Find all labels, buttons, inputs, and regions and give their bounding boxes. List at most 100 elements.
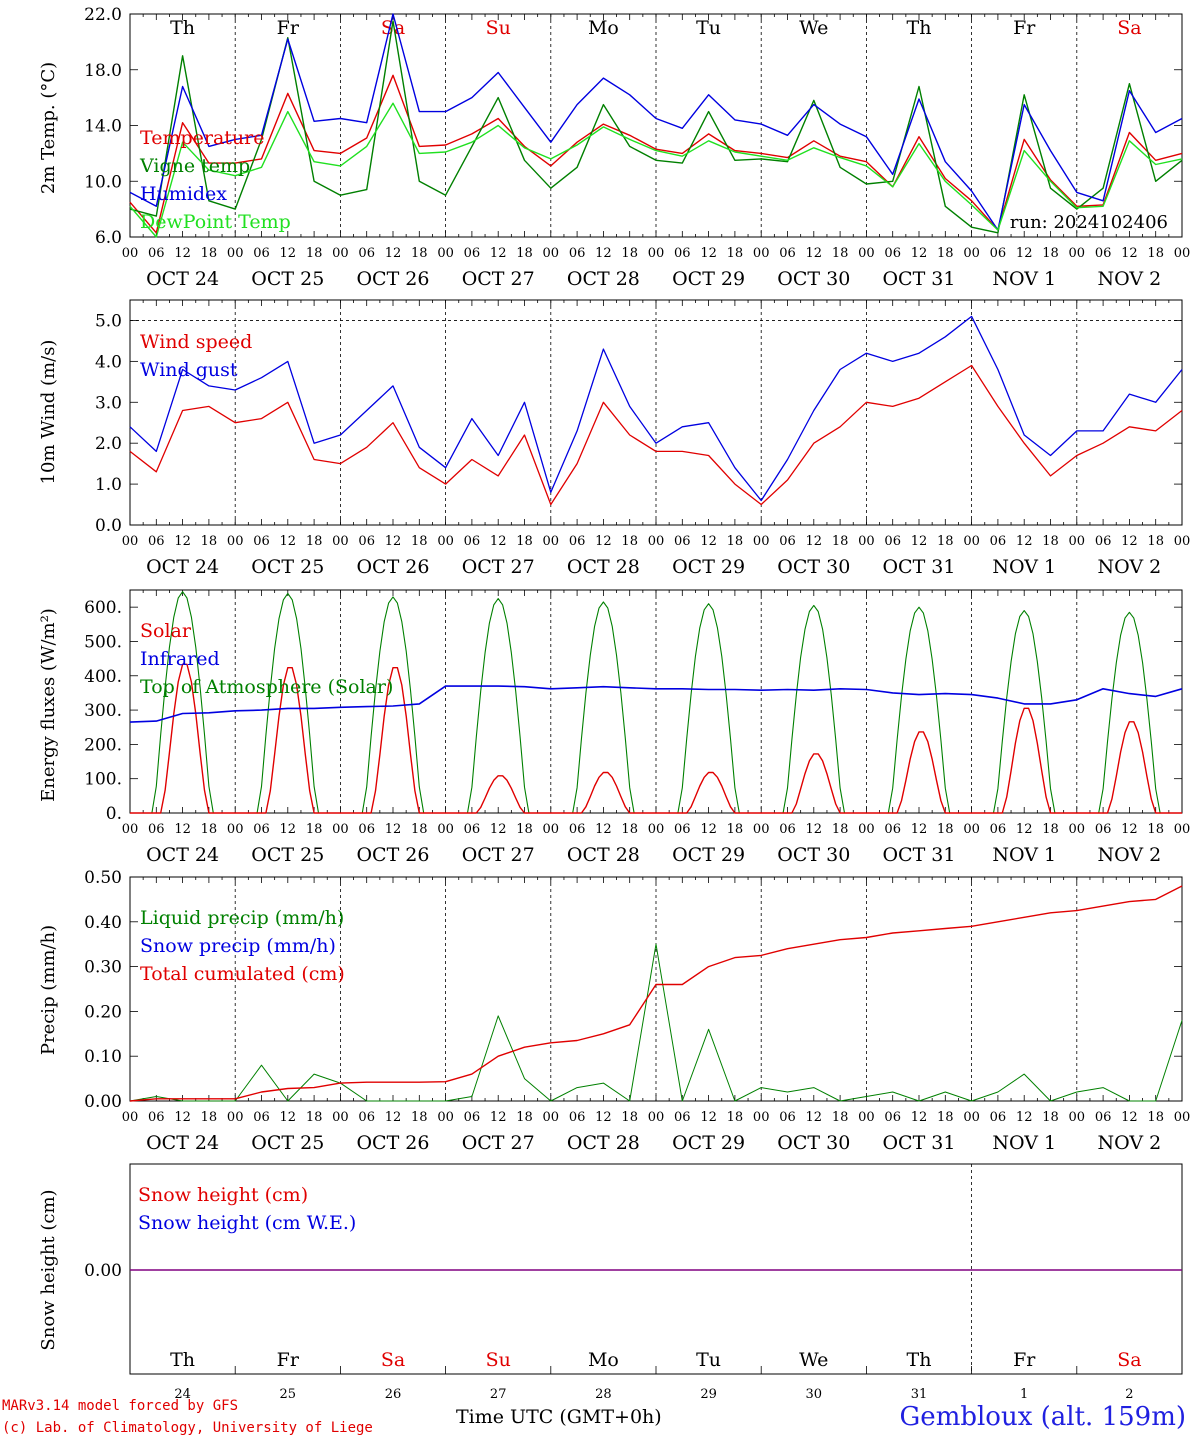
panel-1-hour-label: 12 — [280, 534, 297, 549]
panel-3-hour-label: 18 — [1147, 1110, 1164, 1125]
panel-3-hour-label: 18 — [306, 1110, 323, 1125]
panel-3-ytick-label: 0.20 — [84, 1002, 122, 1022]
panel-2-hour-label: 12 — [595, 822, 612, 837]
panel-2-date-label: OCT 31 — [882, 844, 955, 866]
panel-0-hour-label: 06 — [990, 246, 1007, 261]
panel-2-ytick-label: 300. — [84, 701, 122, 721]
day-label-bottom: Fr — [277, 1349, 300, 1371]
panel-2-hour-label: 00 — [753, 822, 770, 837]
panel-2-hour-label: 12 — [1016, 822, 1033, 837]
cumulated-precip-line — [129, 885, 1183, 1102]
day-label-bottom: Tu — [696, 1349, 721, 1371]
panel-1-hour-label: 12 — [174, 534, 191, 549]
panel-1-hour-label: 06 — [884, 534, 901, 549]
panel-1-hour-label: 12 — [911, 534, 928, 549]
panel-0-hour-label: 12 — [1121, 246, 1138, 261]
day-number-label: 26 — [385, 1387, 402, 1402]
day-label-top: Mo — [588, 17, 619, 39]
panel-2-ytick-label: 200. — [84, 735, 122, 755]
panel-2-hour-label: 18 — [1042, 822, 1059, 837]
panel-3-ylabel: Precip (mm/h) — [38, 925, 59, 1055]
panel-2-hour-label: 00 — [227, 822, 244, 837]
panel-3-date-label: OCT 25 — [251, 1132, 324, 1154]
panel-0-hour-label: 06 — [674, 246, 691, 261]
panel-3-hour-label: 06 — [779, 1110, 796, 1125]
day-label-top: Th — [170, 17, 195, 39]
panel-0-hour-label: 18 — [516, 246, 533, 261]
panel-1-hour-label: 06 — [464, 534, 481, 549]
panel-1-hour-label: 06 — [253, 534, 270, 549]
panel-1-hour-label: 00 — [1174, 534, 1191, 549]
panel-2-hour-label: 06 — [569, 822, 586, 837]
panel-2-date-label: OCT 27 — [462, 844, 535, 866]
panel-1-hour-label: 18 — [727, 534, 744, 549]
panel-2-date-label: OCT 24 — [146, 844, 219, 866]
day-number-label: 24 — [174, 1387, 191, 1402]
panel-2-ytick-label: 0. — [106, 804, 122, 824]
panel-1-hour-label: 00 — [227, 534, 244, 549]
panel-3-hour-label: 18 — [1042, 1110, 1059, 1125]
panel-3-hour-label: 06 — [253, 1110, 270, 1125]
panel-1-ytick-label: 1.0 — [95, 475, 122, 495]
panel-3-hour-label: 00 — [963, 1110, 980, 1125]
panel-3-hour-label: 12 — [595, 1110, 612, 1125]
panel-3-hour-label: 06 — [464, 1110, 481, 1125]
panel-0-hour-label: 00 — [543, 246, 560, 261]
panel-3-hour-label: 00 — [858, 1110, 875, 1125]
panel-1-hour-label: 18 — [1147, 534, 1164, 549]
panel-1-hour-label: 12 — [806, 534, 823, 549]
panel-1-hour-label: 00 — [648, 534, 665, 549]
panel-0-hour-label: 12 — [700, 246, 717, 261]
panel-0-date-label: OCT 27 — [462, 268, 535, 290]
panel-2-hour-label: 00 — [543, 822, 560, 837]
toa-solar-line — [130, 591, 1182, 814]
panel-3-hour-label: 06 — [569, 1110, 586, 1125]
panel-3-date-label: OCT 29 — [672, 1132, 745, 1154]
panel-1-hour-label: 18 — [306, 534, 323, 549]
panel-1-hour-label: 12 — [1016, 534, 1033, 549]
panel-3-ytick-label: 0.10 — [84, 1047, 122, 1067]
panel-3-hour-label: 00 — [332, 1110, 349, 1125]
panel-1-hour-label: 18 — [516, 534, 533, 549]
panel-0-date-label: NOV 1 — [992, 268, 1056, 290]
panel-1-hour-label: 00 — [543, 534, 560, 549]
panel-0-legend-3: DewPoint Temp — [140, 211, 291, 233]
temp-series-2 — [129, 13, 1183, 231]
panel-1-hour-label: 18 — [201, 534, 218, 549]
panel-3-date-label: OCT 30 — [777, 1132, 850, 1154]
panel-3-hour-label: 18 — [727, 1110, 744, 1125]
panel-3-hour-label: 18 — [201, 1110, 218, 1125]
panel-0-ytick-label: 6.0 — [95, 228, 122, 248]
panel-2-ytick-label: 400. — [84, 667, 122, 687]
panel-1-ytick-label: 0.0 — [95, 516, 122, 536]
panel-1-date-label: OCT 31 — [882, 556, 955, 578]
panel-1-hour-label: 06 — [674, 534, 691, 549]
panel-2-hour-label: 06 — [990, 822, 1007, 837]
panel-0-hour-label: 18 — [832, 246, 849, 261]
panel-2-hour-label: 12 — [490, 822, 507, 837]
panel-2-hour-label: 06 — [148, 822, 165, 837]
panel-0-hour-label: 06 — [569, 246, 586, 261]
panel-2-hour-label: 00 — [122, 822, 139, 837]
panel-0-date-label: OCT 26 — [356, 268, 429, 290]
panel-3-hour-label: 06 — [148, 1110, 165, 1125]
panel-2-hour-label: 12 — [911, 822, 928, 837]
day-number-label: 27 — [490, 1387, 507, 1402]
copyright-credit: (c) Lab. of Climatology, University of L… — [2, 1420, 373, 1436]
panel-2-date-label: OCT 29 — [672, 844, 745, 866]
panel-2-hour-label: 00 — [437, 822, 454, 837]
panel-3-legend-2: Total cumulated (cm) — [140, 963, 345, 985]
panel-2-date-label: OCT 26 — [356, 844, 429, 866]
panel-2-hour-label: 18 — [727, 822, 744, 837]
panel-1-date-label: OCT 26 — [356, 556, 429, 578]
panel-1-ytick-label: 5.0 — [95, 311, 122, 331]
day-label-bottom: Sa — [1117, 1349, 1141, 1371]
panel-3-hour-label: 00 — [648, 1110, 665, 1125]
panel-2-hour-label: 06 — [464, 822, 481, 837]
panel-2-hour-label: 06 — [779, 822, 796, 837]
panel-1-date-label: OCT 29 — [672, 556, 745, 578]
panel-3-hour-label: 18 — [832, 1110, 849, 1125]
panel-1-hour-label: 12 — [595, 534, 612, 549]
panel-0-hour-label: 06 — [884, 246, 901, 261]
panel-1-hour-label: 12 — [700, 534, 717, 549]
